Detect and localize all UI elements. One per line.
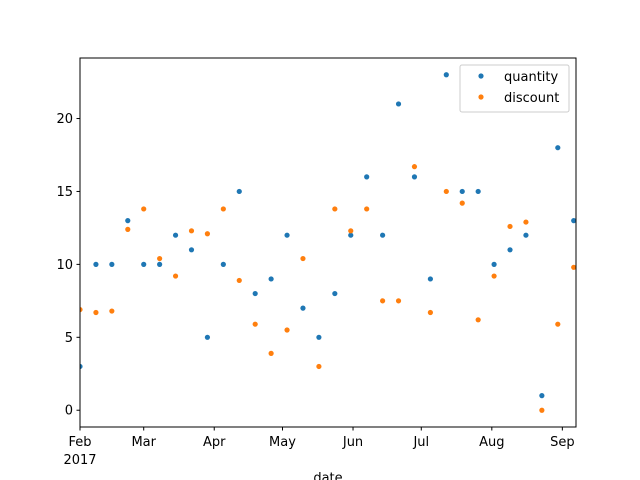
point-quantity-3 (125, 218, 131, 224)
point-quantity-29 (539, 393, 545, 399)
legend: quantity discount (459, 64, 570, 113)
point-discount-4 (141, 206, 147, 212)
point-quantity-8 (204, 334, 211, 340)
point-discount-29 (539, 407, 545, 413)
plot-frame (79, 57, 577, 428)
point-quantity-20 (395, 101, 402, 107)
point-discount-14 (300, 255, 306, 262)
point-discount-5 (157, 255, 163, 262)
point-quantity-1 (93, 261, 99, 267)
legend-frame (459, 64, 570, 113)
point-discount-9 (220, 206, 226, 212)
y-tick-label-5: 5 (65, 331, 73, 346)
point-discount-13 (284, 327, 290, 333)
point-discount-26 (491, 273, 497, 279)
point-discount-24 (459, 200, 465, 206)
point-discount-20 (395, 298, 402, 304)
y-tick-label-0: 0 (65, 404, 73, 419)
x-axis-label: date (313, 471, 342, 480)
x-tick-label-mar: Mar (131, 435, 156, 450)
point-discount-16 (332, 206, 338, 212)
y-tick-label-10: 10 (56, 258, 73, 273)
x-tick-year-label: 2017 (63, 453, 96, 468)
legend-marker-discount (478, 94, 484, 100)
point-quantity-4 (141, 261, 147, 267)
point-quantity-9 (220, 261, 226, 267)
point-discount-12 (268, 350, 274, 356)
point-discount-11 (252, 321, 258, 327)
point-discount-15 (316, 363, 322, 370)
data-points (80, 72, 576, 413)
point-quantity-6 (172, 232, 179, 238)
x-tick-label-may: May (269, 435, 296, 450)
point-quantity-14 (300, 305, 306, 311)
x-tick-label-jun: Jun (342, 435, 363, 450)
point-quantity-10 (236, 188, 242, 195)
point-quantity-26 (491, 261, 497, 267)
legend-label-quantity: quantity (504, 70, 559, 85)
point-discount-10 (236, 277, 242, 284)
point-discount-31 (571, 264, 576, 270)
x-tick-label-apr: Apr (203, 435, 226, 450)
point-discount-28 (523, 219, 529, 225)
point-discount-8 (204, 231, 211, 237)
x-axis: Feb 2017 Mar Apr May Jun Jul Aug Sep (63, 427, 575, 468)
point-quantity-0 (80, 363, 83, 370)
point-discount-7 (188, 228, 195, 234)
point-quantity-7 (188, 247, 195, 253)
point-quantity-27 (507, 247, 513, 253)
point-quantity-22 (427, 276, 433, 282)
point-discount-0 (80, 306, 83, 313)
point-discount-17 (348, 228, 354, 234)
x-tick-label-feb: Feb (68, 435, 91, 450)
point-quantity-2 (109, 261, 115, 267)
point-discount-21 (411, 164, 418, 170)
point-quantity-31 (571, 218, 576, 224)
point-discount-27 (507, 223, 513, 230)
point-quantity-23 (443, 72, 449, 78)
legend-marker-quantity (478, 73, 484, 79)
y-tick-label-20: 20 (56, 112, 73, 127)
point-discount-6 (172, 273, 179, 279)
point-discount-30 (555, 321, 561, 327)
x-tick-label-jul: Jul (412, 435, 429, 450)
point-quantity-24 (459, 188, 465, 195)
point-quantity-15 (316, 334, 322, 340)
point-quantity-25 (475, 188, 481, 195)
point-discount-22 (427, 309, 433, 316)
x-tick-label-aug: Aug (479, 435, 504, 450)
point-discount-3 (125, 226, 131, 232)
point-quantity-18 (364, 174, 370, 180)
point-quantity-28 (523, 232, 529, 238)
point-quantity-17 (348, 232, 354, 238)
y-axis: 0 5 10 15 20 (56, 112, 80, 419)
legend-label-discount: discount (504, 91, 559, 106)
point-discount-1 (93, 309, 99, 316)
point-discount-25 (475, 317, 481, 323)
point-quantity-30 (555, 145, 561, 151)
point-discount-19 (380, 298, 386, 304)
point-quantity-11 (252, 290, 258, 297)
point-quantity-12 (268, 276, 274, 282)
point-discount-2 (109, 308, 115, 314)
x-tick-label-sep: Sep (550, 435, 575, 450)
point-quantity-5 (157, 261, 163, 267)
point-quantity-13 (284, 232, 290, 238)
y-tick-label-15: 15 (56, 185, 73, 200)
point-discount-23 (443, 188, 449, 195)
point-quantity-16 (332, 290, 338, 297)
point-discount-18 (364, 206, 370, 212)
point-quantity-19 (380, 232, 386, 238)
point-quantity-21 (411, 174, 418, 180)
